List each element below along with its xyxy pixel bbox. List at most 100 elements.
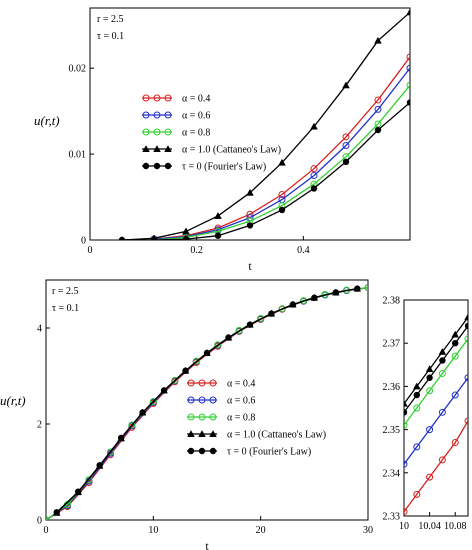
series-line bbox=[122, 102, 410, 240]
data-point bbox=[278, 206, 286, 214]
data-point bbox=[404, 421, 408, 429]
data-point bbox=[406, 64, 410, 72]
data-point bbox=[310, 172, 318, 180]
data-point bbox=[310, 165, 318, 173]
legend-marker bbox=[198, 430, 206, 437]
data-point bbox=[464, 374, 468, 382]
legend-marker bbox=[142, 94, 150, 102]
legend-marker bbox=[164, 145, 172, 152]
data-point bbox=[246, 321, 254, 328]
y-tick-label: 0 bbox=[81, 236, 86, 247]
y-tick-label: 0 bbox=[37, 516, 42, 527]
x-axis-label: t bbox=[248, 259, 252, 273]
data-point bbox=[464, 417, 468, 425]
series-line bbox=[153, 56, 410, 240]
data-point bbox=[214, 212, 222, 219]
data-point bbox=[354, 285, 361, 292]
data-point bbox=[160, 387, 168, 394]
data-point bbox=[278, 190, 286, 198]
legend-marker bbox=[142, 162, 150, 170]
data-point bbox=[413, 443, 421, 451]
data-point bbox=[404, 508, 408, 516]
data-point bbox=[452, 340, 459, 347]
legend-marker bbox=[153, 94, 161, 102]
data-point bbox=[246, 188, 254, 196]
data-point bbox=[182, 227, 190, 235]
legend-label: α = 0.8 bbox=[227, 413, 255, 424]
data-point bbox=[192, 357, 200, 365]
data-point bbox=[438, 408, 446, 416]
legend-marker bbox=[164, 162, 172, 170]
series-line bbox=[404, 420, 468, 513]
data-point bbox=[426, 426, 434, 434]
data-point bbox=[404, 460, 408, 468]
series-line bbox=[121, 11, 410, 240]
y-tick-label: 0.01 bbox=[69, 150, 87, 161]
data-point bbox=[342, 81, 350, 89]
series-line bbox=[404, 325, 468, 413]
series-line bbox=[404, 338, 468, 426]
data-point bbox=[451, 391, 459, 399]
legend-label: α = 0.4 bbox=[182, 94, 210, 105]
legend-marker bbox=[164, 94, 172, 102]
series-line bbox=[46, 287, 368, 520]
y-tick-label: 2 bbox=[37, 420, 42, 431]
data-point bbox=[171, 376, 179, 384]
legend-marker bbox=[187, 447, 195, 455]
legend-marker bbox=[142, 145, 150, 152]
legend-label: τ = 0 (Fourier's Law) bbox=[182, 162, 266, 173]
series-line bbox=[56, 287, 358, 514]
data-point bbox=[182, 233, 190, 240]
y-tick-label: 2.35 bbox=[383, 425, 401, 436]
data-point bbox=[74, 488, 82, 495]
data-point bbox=[257, 314, 265, 322]
x-tick-label: 10 bbox=[399, 521, 409, 532]
data-point bbox=[438, 369, 446, 377]
data-point bbox=[464, 313, 468, 321]
plot-frame-bottom bbox=[45, 279, 369, 521]
legend-marker bbox=[164, 111, 172, 119]
chart-inset: 10 10.04 10.08 2.33 2.34 2.35 2.36 2.37 2.38 bbox=[383, 296, 469, 532]
data-point bbox=[182, 235, 190, 240]
data-point bbox=[439, 357, 446, 364]
annotation: τ = 0.1 bbox=[97, 31, 124, 42]
annotation: τ = 0.1 bbox=[52, 303, 79, 314]
legend-marker bbox=[187, 379, 195, 387]
data-point bbox=[182, 367, 189, 374]
series-group bbox=[46, 284, 368, 520]
x-axis-label: t bbox=[205, 539, 209, 550]
legend-marker bbox=[187, 413, 195, 421]
legend-marker bbox=[153, 128, 161, 136]
legend-marker bbox=[209, 413, 217, 421]
data-point bbox=[225, 334, 232, 341]
data-point bbox=[406, 53, 410, 61]
data-point bbox=[235, 326, 243, 334]
annotation: r = 2.5 bbox=[52, 286, 78, 297]
legend-marker bbox=[187, 396, 195, 404]
data-point bbox=[425, 365, 434, 373]
data-point bbox=[289, 301, 297, 308]
data-point bbox=[451, 439, 459, 447]
data-point bbox=[451, 352, 459, 360]
legend-marker bbox=[198, 447, 206, 455]
legend-label: α = 0.8 bbox=[182, 128, 210, 139]
plot-frame-inset bbox=[403, 299, 469, 517]
series-group bbox=[404, 313, 468, 516]
y-tick-label: 2.38 bbox=[383, 296, 401, 307]
data-point bbox=[413, 490, 421, 498]
data-point bbox=[464, 335, 468, 343]
x-tick-label: 0 bbox=[44, 525, 49, 536]
data-point bbox=[203, 349, 211, 357]
data-point bbox=[278, 158, 286, 166]
series-line bbox=[46, 287, 368, 520]
y-tick-label: 2.36 bbox=[383, 382, 401, 393]
legend-label: α = 1.0 (Cattaneo's Law) bbox=[182, 145, 281, 156]
data-point bbox=[149, 397, 157, 405]
data-point bbox=[214, 341, 222, 349]
chart-bottom: 0 10 20 30 0 2 4 t u(r,t) r = 2.5 τ = 0.1 α = 0.4 α … bbox=[0, 279, 373, 550]
data-point bbox=[310, 122, 318, 130]
legend-label: τ = 0 (Fourier's Law) bbox=[227, 447, 311, 458]
data-point bbox=[342, 141, 350, 149]
plot-frame-top bbox=[89, 7, 411, 241]
